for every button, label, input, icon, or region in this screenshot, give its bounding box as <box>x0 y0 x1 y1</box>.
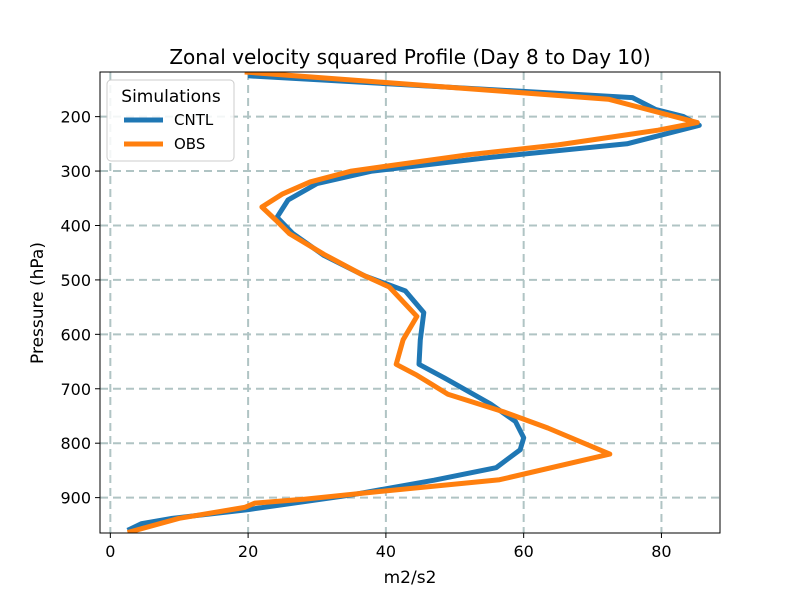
legend-box <box>106 79 235 162</box>
y-tick-label: 600 <box>60 325 91 344</box>
legend: Simulations CNTL OBS <box>106 79 235 162</box>
series-layer <box>126 72 702 533</box>
ticks: 0 20 40 60 80 200 300 400 500 600 700 800 900 <box>60 108 671 561</box>
y-tick-label: 300 <box>60 162 91 181</box>
x-tick-label: 80 <box>651 542 671 561</box>
y-tick-label: 200 <box>60 108 91 127</box>
y-tick-label: 500 <box>60 271 91 290</box>
x-tick-label: 40 <box>376 542 396 561</box>
grid <box>100 72 720 533</box>
y-tick-label: 700 <box>60 380 91 399</box>
y-tick-label: 900 <box>60 489 91 508</box>
x-tick-label: 60 <box>513 542 533 561</box>
y-tick-label: 400 <box>60 216 91 235</box>
x-tick-label: 0 <box>105 542 115 561</box>
y-axis-label: Pressure (hPa) <box>28 242 48 364</box>
x-tick-label: 20 <box>238 542 258 561</box>
plot-area-frame <box>99 71 721 534</box>
legend-title: Simulations <box>121 87 221 107</box>
chart-title: Zonal velocity squared Profile (Day 8 to… <box>169 45 650 69</box>
x-axis-label: m2/s2 <box>384 568 437 588</box>
series-line-cntl <box>126 73 702 533</box>
series-line-obs <box>126 72 700 533</box>
legend-label-cntl: CNTL <box>174 111 214 129</box>
y-tick-label: 800 <box>60 434 91 453</box>
legend-label-obs: OBS <box>174 135 205 153</box>
